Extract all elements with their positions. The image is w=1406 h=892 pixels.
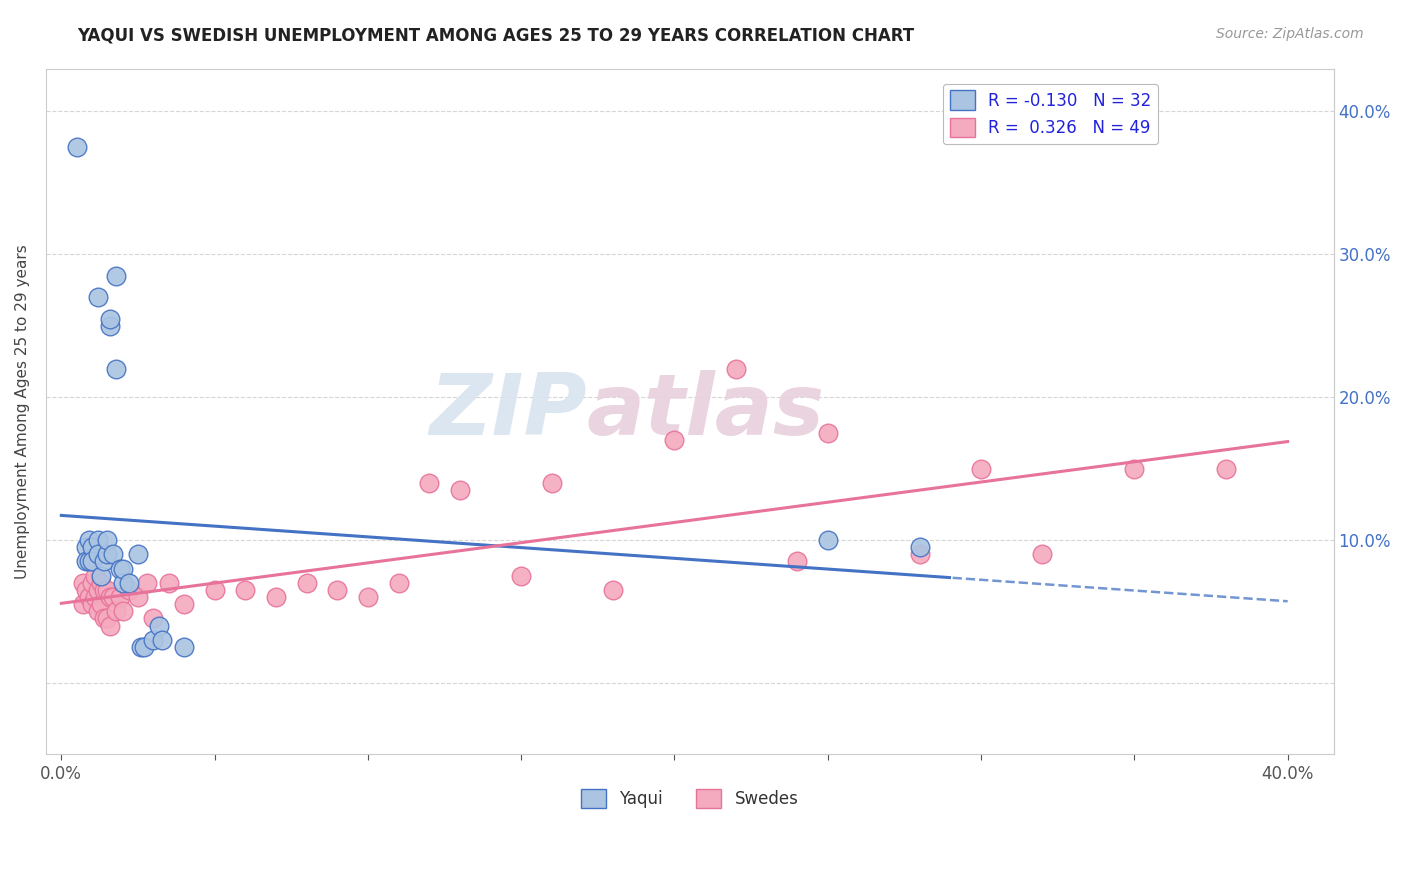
Point <box>540 475 562 490</box>
Point <box>87 290 110 304</box>
Point <box>136 575 159 590</box>
Point <box>96 582 118 597</box>
Point <box>98 618 121 632</box>
Point <box>98 590 121 604</box>
Point <box>87 547 110 561</box>
Point <box>111 575 134 590</box>
Point <box>87 533 110 547</box>
Point <box>118 582 141 597</box>
Point <box>96 611 118 625</box>
Text: Source: ZipAtlas.com: Source: ZipAtlas.com <box>1216 27 1364 41</box>
Point <box>970 461 993 475</box>
Point <box>295 575 318 590</box>
Point <box>449 483 471 497</box>
Point <box>87 582 110 597</box>
Point <box>724 361 747 376</box>
Text: YAQUI VS SWEDISH UNEMPLOYMENT AMONG AGES 25 TO 29 YEARS CORRELATION CHART: YAQUI VS SWEDISH UNEMPLOYMENT AMONG AGES… <box>77 27 914 45</box>
Point <box>96 547 118 561</box>
Point <box>132 640 155 654</box>
Point <box>105 604 128 618</box>
Point <box>204 582 226 597</box>
Point <box>105 361 128 376</box>
Point <box>510 568 533 582</box>
Point <box>75 582 97 597</box>
Point <box>75 554 97 568</box>
Point <box>817 533 839 547</box>
Point <box>80 540 103 554</box>
Point <box>90 575 112 590</box>
Y-axis label: Unemployment Among Ages 25 to 29 years: Unemployment Among Ages 25 to 29 years <box>15 244 30 579</box>
Point <box>357 590 380 604</box>
Point <box>908 540 931 554</box>
Point <box>93 611 115 625</box>
Point <box>98 318 121 333</box>
Point <box>77 554 100 568</box>
Point <box>93 582 115 597</box>
Point <box>66 140 89 154</box>
Point <box>148 618 170 632</box>
Point <box>87 604 110 618</box>
Point <box>786 554 808 568</box>
Point <box>93 554 115 568</box>
Point <box>90 568 112 582</box>
Point <box>1031 547 1053 561</box>
Point <box>72 575 94 590</box>
Point <box>72 597 94 611</box>
Point <box>111 561 134 575</box>
Point <box>77 533 100 547</box>
Point <box>817 425 839 440</box>
Legend: Yaqui, Swedes: Yaqui, Swedes <box>575 782 806 814</box>
Point <box>157 575 180 590</box>
Point <box>152 632 174 647</box>
Point <box>127 547 149 561</box>
Point <box>1123 461 1146 475</box>
Point <box>1215 461 1237 475</box>
Point <box>129 640 152 654</box>
Point <box>908 547 931 561</box>
Point <box>80 575 103 590</box>
Point <box>98 311 121 326</box>
Point <box>664 433 686 447</box>
Point <box>75 540 97 554</box>
Point <box>96 533 118 547</box>
Point <box>84 590 107 604</box>
Point <box>80 597 103 611</box>
Point <box>418 475 440 490</box>
Point <box>111 604 134 618</box>
Point <box>118 575 141 590</box>
Text: atlas: atlas <box>586 370 825 453</box>
Point <box>80 554 103 568</box>
Point <box>103 590 125 604</box>
Point <box>103 547 125 561</box>
Point <box>90 597 112 611</box>
Text: ZIP: ZIP <box>429 370 586 453</box>
Point <box>127 590 149 604</box>
Point <box>602 582 624 597</box>
Point <box>108 590 131 604</box>
Point <box>142 632 165 647</box>
Point <box>173 597 195 611</box>
Point <box>233 582 256 597</box>
Point <box>77 590 100 604</box>
Point <box>264 590 287 604</box>
Point <box>387 575 409 590</box>
Point <box>142 611 165 625</box>
Point <box>326 582 349 597</box>
Point <box>108 561 131 575</box>
Point <box>105 268 128 283</box>
Point <box>173 640 195 654</box>
Point <box>84 568 107 582</box>
